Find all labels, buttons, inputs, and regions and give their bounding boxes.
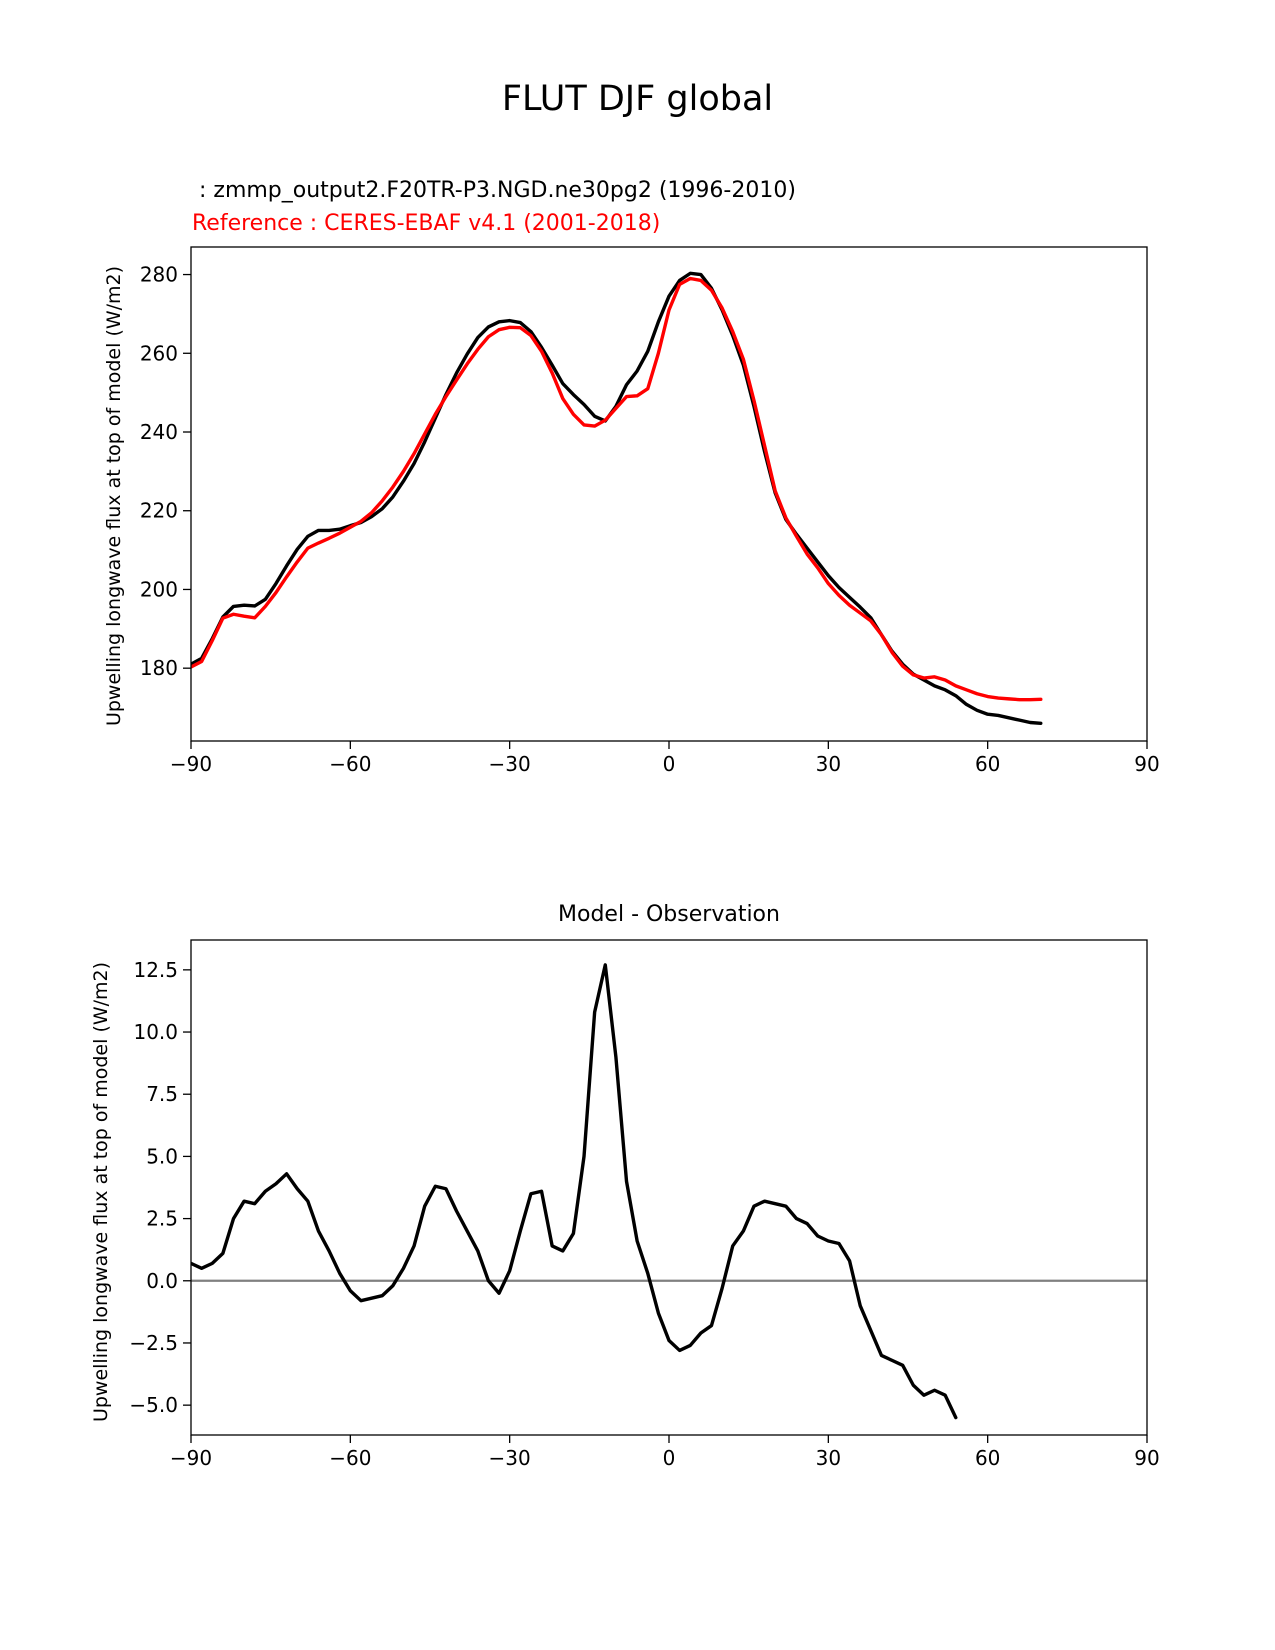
bottom-y-tick-label: −5.0 bbox=[129, 1393, 178, 1417]
bottom-y-tick-label: 2.5 bbox=[146, 1207, 178, 1231]
bottom-series-difference-line bbox=[191, 963, 958, 1420]
top-y-tick-label: 240 bbox=[140, 420, 178, 444]
bottom-x-tick-label: 30 bbox=[816, 1446, 841, 1470]
top-y-tick-label: 260 bbox=[140, 341, 178, 365]
top-y-tick-label: 180 bbox=[140, 656, 178, 680]
top-y-tick-label: 200 bbox=[140, 577, 178, 601]
bottom-y-tick-label: 10.0 bbox=[133, 1020, 178, 1044]
bottom-x-tick-label: 60 bbox=[975, 1446, 1000, 1470]
bottom-chart-title: Model - Observation bbox=[558, 902, 780, 927]
top-x-tick-label: −30 bbox=[489, 752, 531, 776]
top-x-tick-label: −60 bbox=[329, 752, 371, 776]
bottom-y-tick-label: −2.5 bbox=[129, 1331, 178, 1355]
bottom-y-tick-label: 0.0 bbox=[146, 1269, 178, 1293]
bottom-line-chart: Model - Observation Upwelling longwave f… bbox=[90, 902, 1160, 1470]
bottom-lines bbox=[191, 963, 1147, 1420]
top-x-tick-label: 0 bbox=[663, 752, 676, 776]
top-y-tick-label: 220 bbox=[140, 499, 178, 523]
bottom-y-tick-label: 5.0 bbox=[146, 1144, 178, 1168]
top-x-tick-label: 60 bbox=[975, 752, 1000, 776]
test-series-label: : zmmp_output2.F20TR-P3.NGD.ne30pg2 (199… bbox=[192, 178, 796, 203]
bottom-frame bbox=[190, 939, 1148, 1436]
bottom-plot-area: −90 −60 −30 0 30 60 90 −5.0 −2.5 0.0 2.5 5.0 7.5 10.0… bbox=[129, 939, 1160, 1470]
bottom-y-axis-label: Upwelling longwave flux at top of model … bbox=[90, 962, 112, 1422]
top-x-tick-label: −90 bbox=[170, 752, 212, 776]
bottom-x-tick-label: −30 bbox=[489, 1446, 531, 1470]
top-series-test-line bbox=[191, 271, 1043, 725]
bottom-x-tick-label: 0 bbox=[663, 1446, 676, 1470]
bottom-x-tick-label: 90 bbox=[1134, 1446, 1159, 1470]
top-y-tick-label: 280 bbox=[140, 263, 178, 287]
bottom-x-tick-label: −60 bbox=[329, 1446, 371, 1470]
top-line-chart: : zmmp_output2.F20TR-P3.NGD.ne30pg2 (199… bbox=[103, 178, 1160, 776]
figure-title: FLUT DJF global bbox=[502, 79, 773, 119]
bottom-x-tick-label: −90 bbox=[170, 1446, 212, 1470]
top-series-reference-line bbox=[191, 276, 1043, 702]
top-x-tick-label: 90 bbox=[1134, 752, 1159, 776]
top-x-tick-label: 30 bbox=[816, 752, 841, 776]
top-plot-area: −90 −60 −30 0 30 60 90 180 200 220 240 260 280 bbox=[140, 246, 1160, 776]
bottom-y-tick-label: 12.5 bbox=[133, 958, 178, 982]
top-frame bbox=[190, 246, 1148, 742]
top-y-axis-label: Upwelling longwave flux at top of model … bbox=[103, 266, 125, 726]
reference-series-label: Reference : CERES-EBAF v4.1 (2001-2018) bbox=[192, 211, 660, 236]
bottom-y-tick-label: 7.5 bbox=[146, 1082, 178, 1106]
top-lines bbox=[191, 271, 1043, 725]
